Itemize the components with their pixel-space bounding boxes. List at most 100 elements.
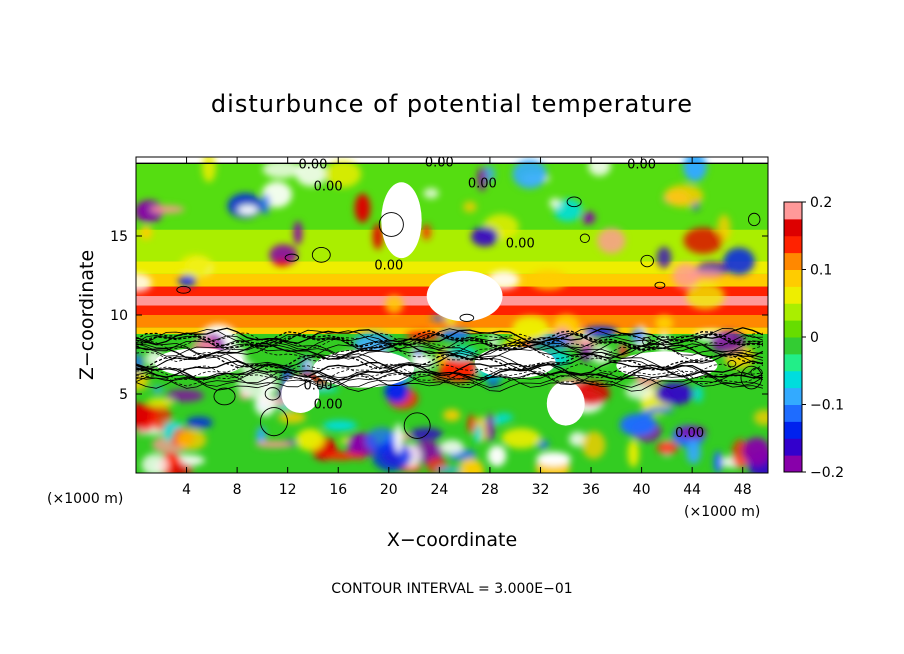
- y-tick-label-1: 10: [110, 308, 128, 324]
- field-blob-33: [262, 160, 301, 179]
- contour-line-21: [136, 368, 764, 387]
- field-blob-61: [655, 315, 674, 332]
- contour-ring-8: [311, 246, 331, 263]
- colorbar-band-11: [784, 269, 802, 287]
- field-blob-175: [467, 414, 476, 434]
- field-blob-137: [149, 205, 185, 214]
- contour-label-6: 0.00: [374, 258, 403, 273]
- field-blob-209: [549, 197, 561, 209]
- field-blob-168: [742, 437, 768, 466]
- field-blob-195: [295, 160, 327, 187]
- contour-ring-17: [378, 212, 404, 237]
- field-blob-67: [423, 187, 439, 199]
- colorbar-band-5: [784, 370, 802, 389]
- field-blob-45: [713, 450, 723, 473]
- contour-interval: CONTOUR INTERVAL = 3.000E−01: [331, 581, 572, 597]
- x-tick-label-10: 44: [683, 482, 701, 498]
- x-tick-label-3: 16: [329, 482, 347, 498]
- field-blob-15: [136, 368, 149, 391]
- field-blob-206: [463, 201, 477, 213]
- contour-line-8: [136, 342, 764, 360]
- field-blob-139: [146, 398, 175, 407]
- contour-line-12: [136, 333, 763, 351]
- field-blob-91: [170, 463, 194, 473]
- contour-ring-4: [642, 337, 652, 346]
- field-blob-169: [686, 440, 701, 465]
- field-blob-163: [494, 412, 514, 422]
- field-blob-107: [486, 413, 495, 443]
- contour-label-1: 0.00: [425, 156, 454, 171]
- colorbar-band-1: [784, 438, 802, 456]
- field-blob-154: [385, 295, 404, 314]
- field-band-yellow: [136, 261, 768, 274]
- contour-label-2: 0.00: [627, 157, 656, 172]
- contour-line-24: [136, 353, 763, 371]
- field-blob-71: [471, 226, 499, 247]
- field-blob-93: [176, 429, 207, 451]
- field-blob-108: [477, 166, 488, 191]
- field-blob-157: [683, 227, 723, 254]
- field-blob-170: [372, 223, 383, 250]
- field-white-4: [426, 270, 503, 322]
- field-blob-148: [273, 259, 291, 267]
- field-blob-193: [372, 441, 412, 472]
- field-blob-174: [143, 422, 152, 432]
- colorbar-band-4: [784, 387, 802, 405]
- y-tick-label-0: 5: [119, 387, 128, 403]
- colorbar-label-3: −0.1: [810, 398, 844, 414]
- contour-line-23: [136, 371, 764, 389]
- field-blob-100: [303, 360, 316, 369]
- x-tick-label-5: 24: [430, 482, 448, 498]
- field-band-yellowgreen: [136, 229, 768, 262]
- field-blob-146: [422, 223, 432, 240]
- field-blob-192: [409, 427, 443, 441]
- colorbar-band-12: [784, 252, 802, 270]
- contour-ring-13: [654, 281, 666, 289]
- field-blob-1: [597, 227, 626, 254]
- contour-line-16: [136, 360, 764, 379]
- field-blob-41: [627, 439, 640, 468]
- colorbar-band-9: [784, 303, 802, 321]
- x-tick-label-11: 48: [734, 482, 752, 498]
- field-blob-188: [261, 194, 271, 215]
- x-tick-label-9: 40: [633, 482, 651, 498]
- field-blob-84: [256, 426, 266, 447]
- field-blob-135: [162, 421, 175, 442]
- colorbar-band-7: [784, 337, 802, 355]
- field-blob-70: [443, 409, 461, 422]
- field-blob-131: [656, 246, 672, 269]
- field-blob-32: [753, 409, 768, 426]
- field-white-3: [616, 351, 718, 380]
- field-blob-161: [439, 439, 464, 455]
- field-blob-119: [295, 428, 325, 451]
- x-tick-label-6: 28: [481, 482, 499, 498]
- colorbar-band-13: [784, 235, 802, 254]
- colorbar-band-15: [784, 202, 802, 220]
- contour-line-10: [136, 335, 764, 352]
- field-blob-142: [553, 198, 583, 222]
- field-white-6: [281, 375, 320, 413]
- colorbar-band-14: [784, 218, 802, 237]
- field-blob-96: [536, 451, 572, 466]
- field-blob-73: [537, 439, 550, 450]
- field-blob-65: [664, 184, 704, 208]
- x-tick-label-0: 4: [182, 482, 191, 498]
- field-blob-123: [457, 458, 484, 473]
- x-tick-label-2: 12: [279, 482, 297, 498]
- contour-label-7: 0.00: [304, 379, 333, 394]
- field-blob-87: [512, 159, 548, 189]
- field-blob-102: [581, 211, 596, 225]
- field-blob-198: [672, 263, 700, 289]
- contour-ring-15: [284, 253, 300, 262]
- contour-line-15: [136, 363, 764, 381]
- contour-label-5: 0.00: [506, 236, 535, 251]
- colorbar-band-6: [784, 353, 802, 372]
- contour-label-9: 0.00: [675, 426, 704, 441]
- colorbar-label-2: 0: [810, 330, 819, 346]
- field-blob-92: [658, 333, 670, 355]
- field-blob-183: [255, 441, 294, 448]
- plot-area: [136, 157, 768, 473]
- field-blob-85: [656, 441, 678, 455]
- contour-ring-12: [740, 365, 763, 390]
- y-axis: 5 10 15: [110, 229, 768, 403]
